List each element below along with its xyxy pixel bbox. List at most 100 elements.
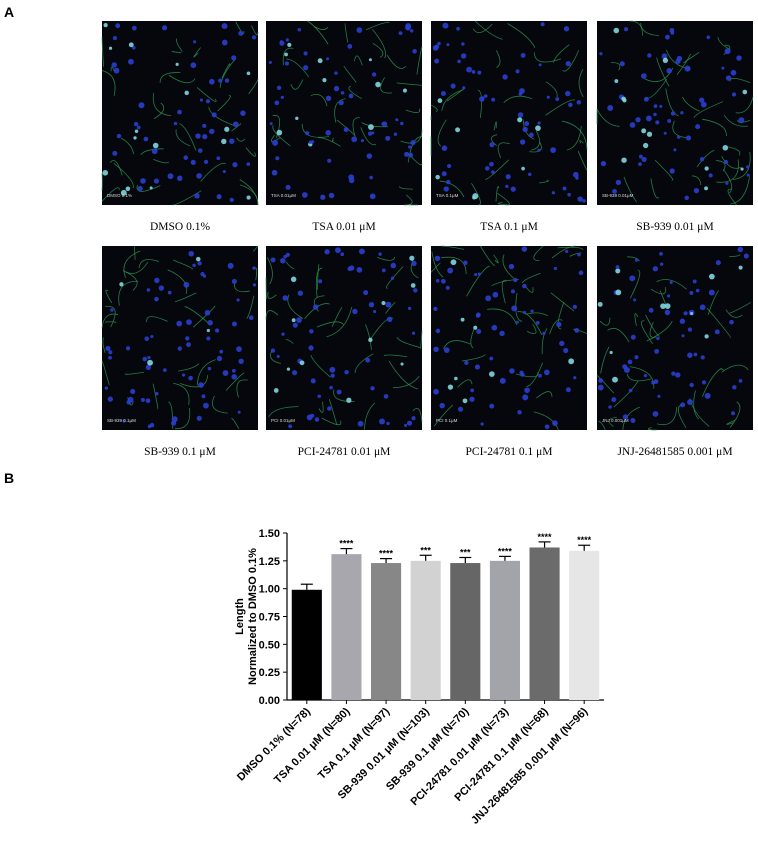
nucleus [131, 25, 137, 31]
nucleus [476, 329, 482, 334]
nucleus [386, 316, 393, 323]
nucleus [111, 62, 117, 68]
neurite [433, 404, 454, 427]
neurite [176, 38, 183, 52]
nucleus [232, 121, 239, 128]
error-bar [419, 554, 432, 561]
neurite [138, 259, 159, 269]
neurite [400, 129, 423, 144]
nucleus [197, 261, 202, 266]
nucleus [621, 96, 626, 102]
neurite [212, 395, 228, 414]
neurite [124, 371, 144, 375]
nucleus [684, 65, 691, 72]
nucleus [615, 179, 622, 186]
error-bar [459, 556, 472, 564]
image-caption: PCI-24781 0.01 μM [298, 446, 391, 458]
nucleus [553, 266, 557, 271]
nucleus [177, 346, 182, 351]
nucleus [357, 420, 364, 427]
neurite [315, 267, 323, 298]
nucleus [363, 290, 369, 296]
nucleus [619, 61, 625, 67]
image-tag: DMSO 0.1% [107, 193, 132, 198]
nucleus [687, 327, 693, 332]
nucleus [149, 186, 153, 190]
nucleus [348, 174, 355, 181]
nucleus [221, 23, 228, 30]
neurite [173, 259, 193, 270]
neurite [272, 125, 291, 147]
nucleus [140, 178, 146, 184]
nucleus [576, 100, 582, 105]
neurite [396, 336, 421, 348]
nucleus [133, 121, 139, 127]
nucleus [147, 359, 153, 366]
nucleus [229, 138, 235, 144]
nucleus [202, 134, 208, 140]
neurite [721, 156, 742, 169]
nucleus [725, 181, 729, 185]
nucleus [112, 36, 117, 41]
nucleus [474, 272, 478, 277]
nucleus [381, 121, 388, 127]
image-caption: PCI-24781 0.1 μM [466, 446, 553, 458]
nucleus [107, 396, 113, 402]
neurite [522, 119, 535, 140]
neurite [728, 146, 741, 156]
nucleus [120, 189, 127, 196]
nucleus [546, 95, 550, 99]
nucleus [248, 315, 254, 321]
nucleus [746, 173, 750, 177]
nucleus [679, 318, 686, 324]
nucleus [607, 105, 614, 111]
nucleus [742, 89, 748, 95]
nucleus [236, 346, 242, 352]
nucleus [145, 398, 151, 404]
nucleus [689, 290, 694, 295]
nucleus [611, 397, 617, 403]
nucleus [119, 282, 124, 287]
neurite [562, 50, 580, 72]
neurite [364, 402, 376, 430]
neurite [184, 306, 209, 323]
nucleus [630, 417, 636, 424]
nucleus [445, 285, 450, 290]
nucleus [469, 396, 475, 402]
neurite [561, 120, 588, 150]
nucleus [270, 257, 276, 263]
neurite [246, 295, 255, 319]
nucleus [227, 262, 234, 269]
nucleus [568, 102, 573, 108]
nucleus [154, 277, 160, 284]
neurite [541, 328, 548, 355]
nucleus [297, 290, 304, 296]
nucleus [317, 394, 322, 399]
nucleus [113, 67, 120, 74]
neurite [118, 280, 139, 306]
neurite [168, 74, 196, 84]
neurite [578, 68, 584, 98]
neurite [645, 314, 660, 337]
nucleus [559, 340, 565, 347]
nucleus [740, 167, 744, 171]
neurite [179, 123, 197, 151]
nucleus [196, 173, 202, 179]
nucleus [442, 22, 449, 29]
nucleus [404, 151, 410, 157]
nucleus [462, 398, 468, 404]
neurite [729, 302, 752, 314]
nucleus [676, 55, 683, 62]
nucleus [608, 405, 612, 409]
neurite [193, 47, 201, 58]
neurite [307, 20, 329, 45]
nucleus [310, 378, 316, 384]
nucleus [209, 78, 215, 85]
nucleus [251, 35, 257, 40]
nucleus [314, 417, 320, 422]
nucleus [102, 169, 109, 176]
significance-label: **** [577, 535, 592, 545]
nucleus [330, 373, 335, 378]
neurite [331, 307, 343, 328]
nucleus [437, 41, 441, 46]
